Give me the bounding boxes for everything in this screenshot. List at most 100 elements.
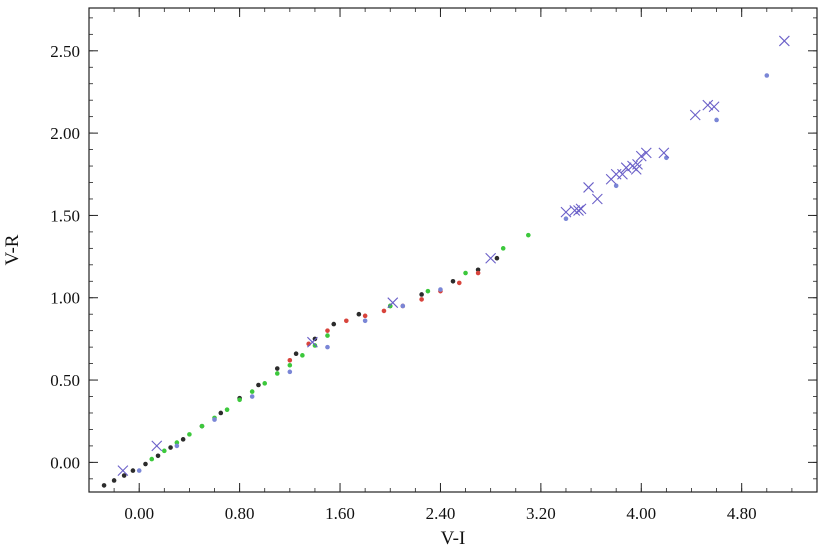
data-point-series-1 xyxy=(463,270,468,276)
data-point-series-1 xyxy=(224,407,230,412)
data-point-series-1 xyxy=(237,397,242,403)
x-tick-label: 1.60 xyxy=(325,504,355,523)
x-tick-label: 0.80 xyxy=(225,504,255,523)
data-point-series-0 xyxy=(101,483,107,488)
data-point-series-3 xyxy=(764,73,770,78)
y-tick-label: 0.00 xyxy=(50,453,80,472)
cross-marker xyxy=(151,440,163,452)
data-point-series-1 xyxy=(162,448,167,454)
cross-marker xyxy=(632,159,643,170)
data-point-series-1 xyxy=(187,432,192,437)
data-point-series-0 xyxy=(168,445,173,450)
data-point-series-1 xyxy=(287,362,293,368)
data-point-series-1 xyxy=(174,440,180,445)
data-point-series-2 xyxy=(287,357,293,363)
data-point-series-0 xyxy=(450,278,456,284)
cross-marker xyxy=(387,297,399,309)
data-points xyxy=(101,35,790,488)
cross-marker xyxy=(575,203,587,215)
y-axis-label: V-R xyxy=(2,234,23,265)
data-point-series-1 xyxy=(262,381,268,386)
data-point-series-3 xyxy=(287,369,293,375)
cross-marker xyxy=(117,465,129,476)
y-tick-label: 0.50 xyxy=(50,371,80,390)
data-point-series-0 xyxy=(155,453,161,459)
data-point-series-2 xyxy=(381,308,387,314)
data-point-series-1 xyxy=(387,303,393,309)
data-point-series-1 xyxy=(249,389,255,394)
data-point-series-3 xyxy=(174,443,180,449)
y-tick-label: 1.00 xyxy=(50,289,80,308)
x-tick-label: 0.00 xyxy=(124,504,154,523)
cross-marker xyxy=(635,150,647,162)
cross-marker xyxy=(640,147,652,159)
data-point-series-0 xyxy=(293,351,299,357)
data-point-series-2 xyxy=(419,297,424,302)
x-tick-label: 2.40 xyxy=(426,504,456,523)
cross-marker xyxy=(702,99,714,111)
data-point-series-3 xyxy=(136,468,142,473)
data-point-series-0 xyxy=(256,382,261,388)
cross-marker xyxy=(620,162,632,174)
data-point-series-3 xyxy=(613,183,619,189)
data-point-series-0 xyxy=(475,267,481,273)
cross-marker xyxy=(485,252,497,264)
data-point-series-0 xyxy=(494,255,500,261)
data-point-series-3 xyxy=(249,394,255,399)
cross-marker xyxy=(689,109,701,121)
data-point-series-3 xyxy=(714,117,719,123)
data-point-series-2 xyxy=(475,270,481,276)
data-point-series-0 xyxy=(218,410,224,416)
data-point-series-1 xyxy=(500,246,506,251)
cross-marker xyxy=(560,206,572,218)
data-point-series-0 xyxy=(111,478,117,483)
cross-marker xyxy=(708,101,720,113)
cross-marker xyxy=(617,168,628,180)
y-tick-label: 1.50 xyxy=(50,206,80,225)
data-point-series-2 xyxy=(362,313,368,319)
data-point-series-0 xyxy=(331,321,337,327)
cross-marker xyxy=(778,35,790,47)
data-point-series-3 xyxy=(325,344,330,350)
cross-marker xyxy=(573,205,584,216)
data-point-series-3 xyxy=(362,318,368,324)
data-point-series-0 xyxy=(130,468,136,473)
y-tick-label: 2.50 xyxy=(50,42,80,61)
data-point-series-3 xyxy=(438,287,443,292)
data-point-series-1 xyxy=(199,423,205,429)
data-point-series-0 xyxy=(312,336,318,342)
data-point-series-3 xyxy=(400,303,406,309)
data-point-series-1 xyxy=(425,288,431,294)
plot-frame xyxy=(88,7,818,493)
data-point-series-2 xyxy=(344,318,349,324)
cross-marker xyxy=(658,147,670,159)
data-point-series-1 xyxy=(325,333,330,338)
data-point-series-3 xyxy=(212,417,217,422)
data-point-series-3 xyxy=(664,155,669,161)
x-tick-label: 4.00 xyxy=(626,504,656,523)
data-point-series-2 xyxy=(456,280,462,286)
data-point-series-1 xyxy=(312,343,318,348)
data-point-series-1 xyxy=(526,232,531,238)
x-axis-label: V-I xyxy=(441,528,466,549)
axis-ticks: 0.00 0.80 1.60 2.40 3.20 4.00 4.80 0.00 0.50 1.00… xyxy=(50,8,817,523)
data-point-series-0 xyxy=(143,461,148,467)
data-point-series-0 xyxy=(121,473,127,478)
x-tick-label: 4.80 xyxy=(727,504,757,523)
data-point-series-1 xyxy=(149,456,155,462)
data-point-series-0 xyxy=(274,366,280,371)
cross-marker xyxy=(583,182,594,193)
data-point-series-3 xyxy=(563,216,569,222)
cross-marker xyxy=(569,205,581,216)
data-point-series-2 xyxy=(325,328,330,333)
y-tick-label: 2.00 xyxy=(50,124,80,143)
x-tick-label: 3.20 xyxy=(526,504,556,523)
data-point-series-0 xyxy=(356,311,362,317)
data-point-series-1 xyxy=(300,353,305,358)
data-point-series-0 xyxy=(419,292,424,297)
cross-marker xyxy=(591,193,603,205)
data-point-series-1 xyxy=(274,371,280,376)
data-point-series-0 xyxy=(180,437,186,442)
cross-marker xyxy=(307,336,318,348)
